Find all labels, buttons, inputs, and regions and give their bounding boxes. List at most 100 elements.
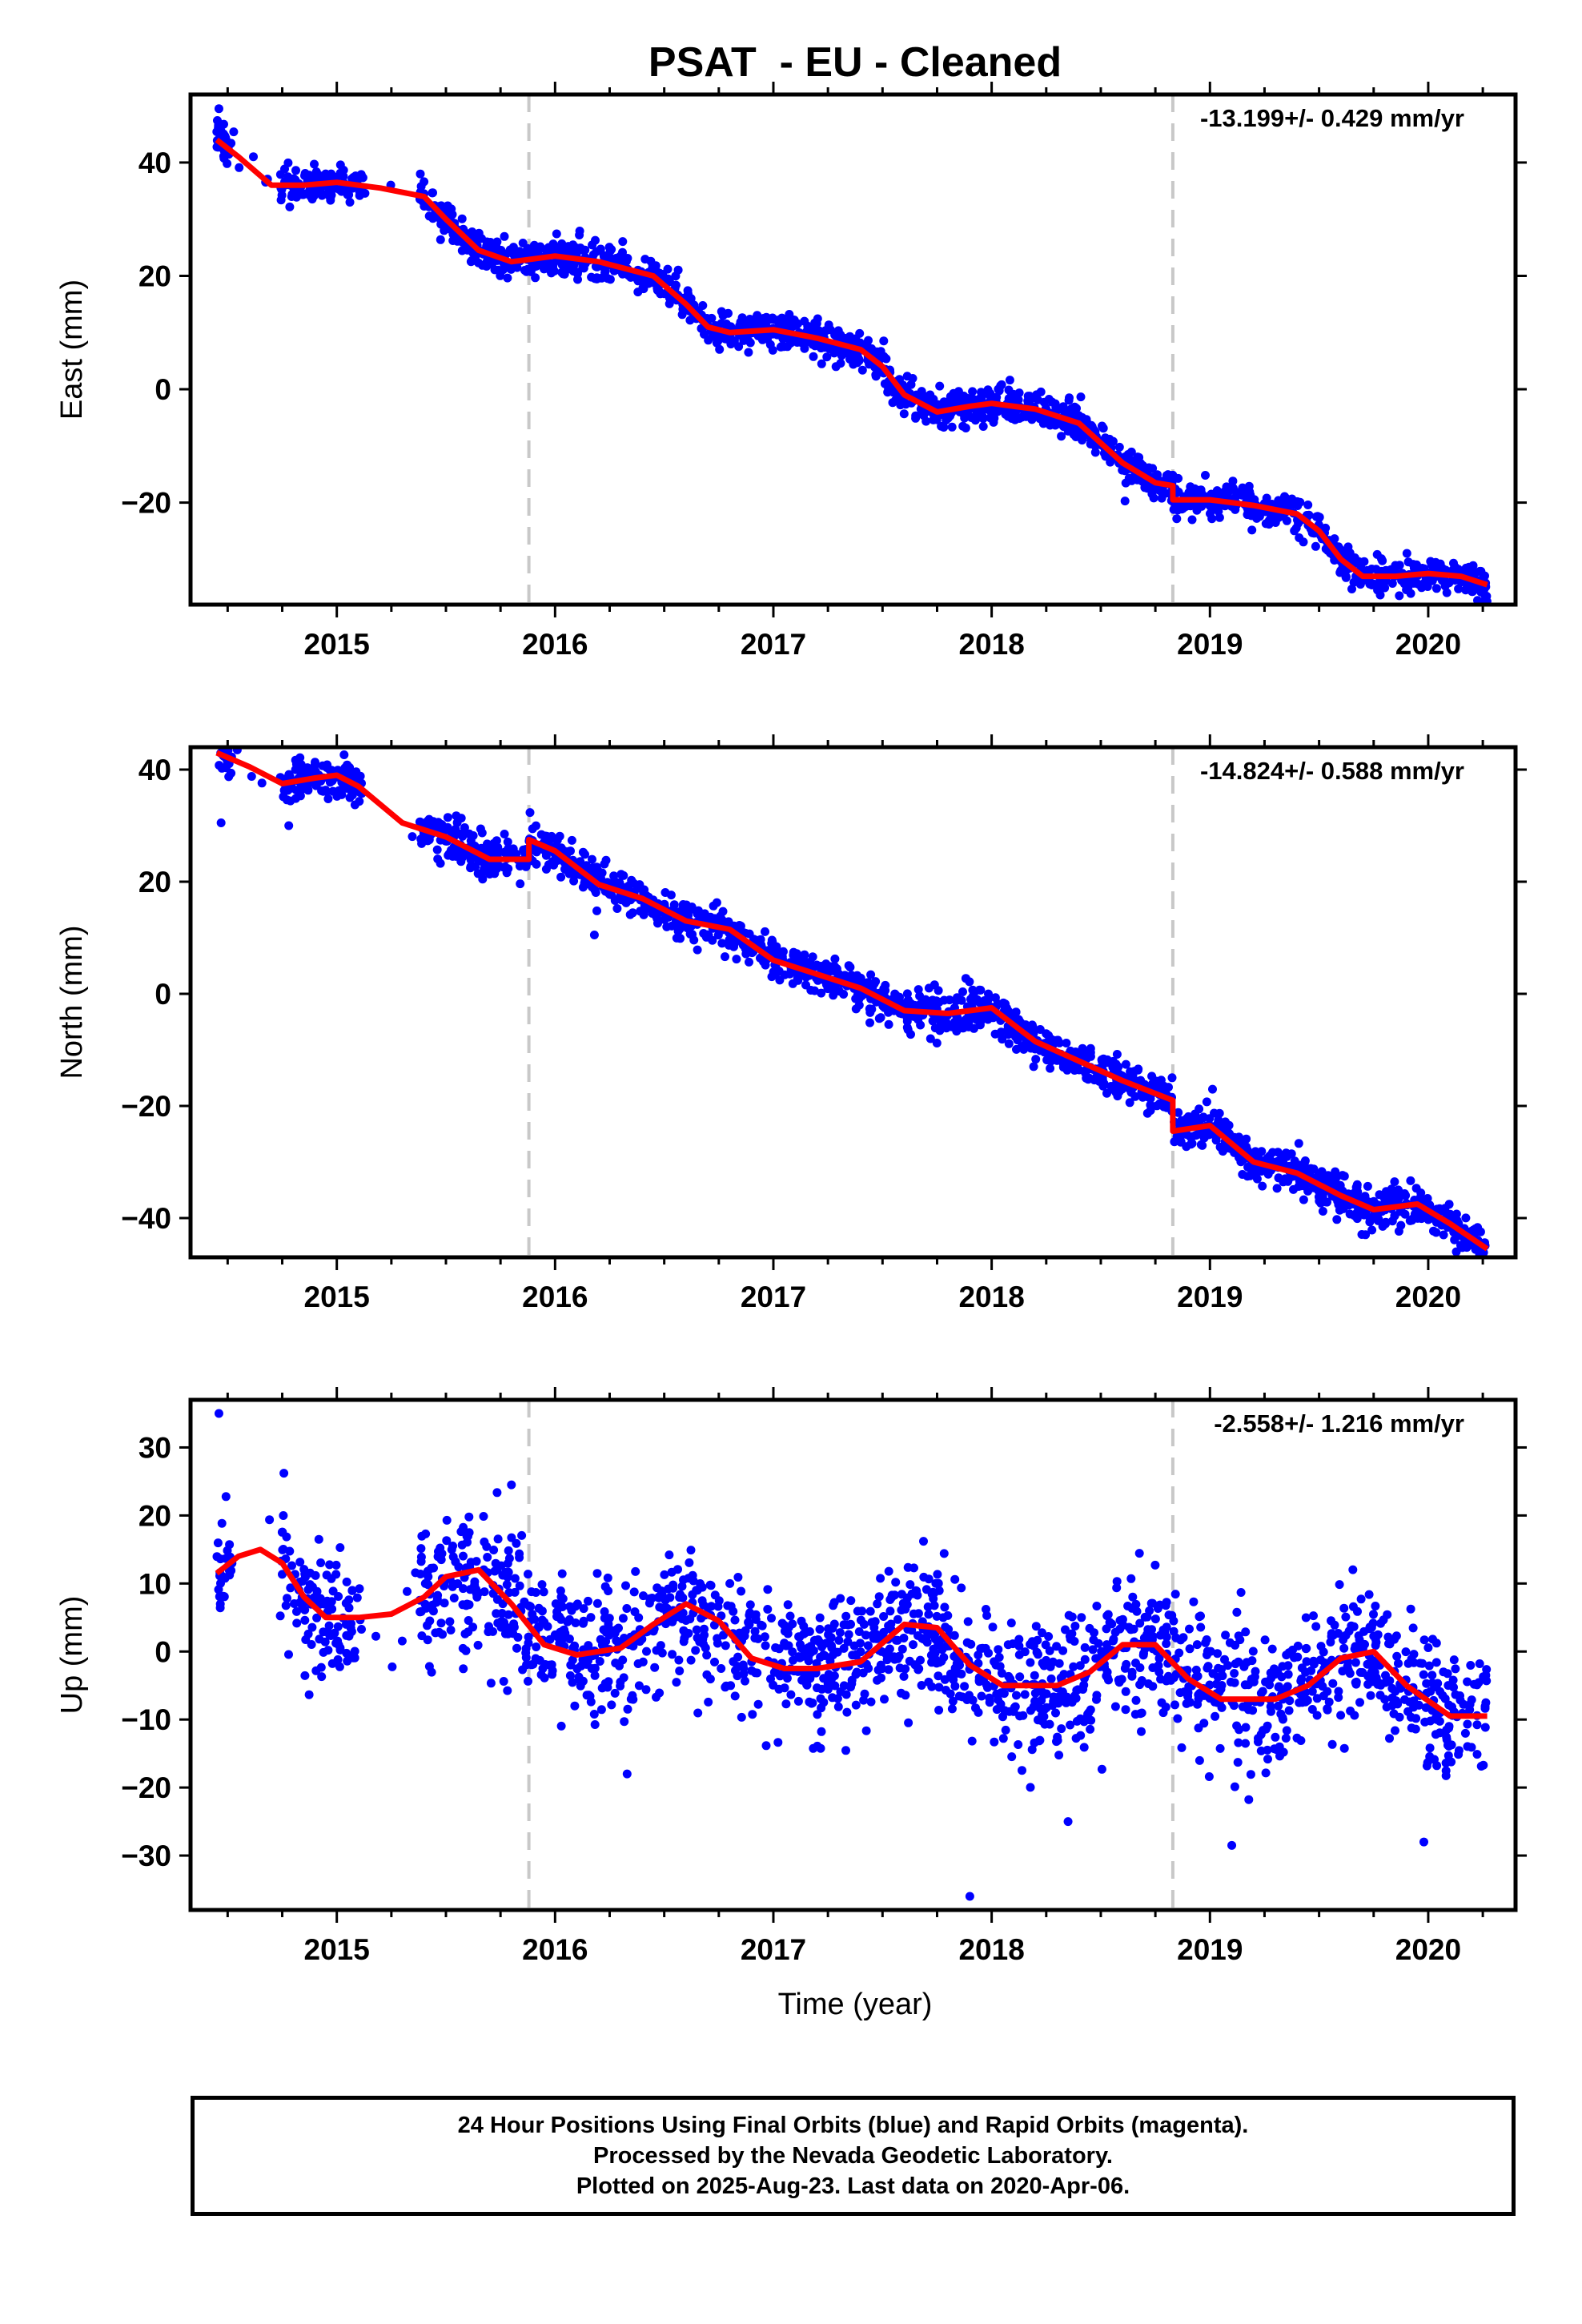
- y-tick-label: −40: [121, 1202, 171, 1235]
- data-point: [1424, 1661, 1434, 1671]
- data-point: [1281, 1734, 1291, 1743]
- data-point: [1086, 1047, 1095, 1057]
- data-point: [761, 1641, 770, 1651]
- data-point: [1058, 1646, 1068, 1655]
- data-point: [966, 995, 975, 1004]
- data-point: [735, 321, 745, 331]
- data-point: [757, 1620, 766, 1630]
- data-point: [249, 152, 258, 162]
- data-point: [1244, 1795, 1254, 1804]
- data-point: [1356, 1594, 1366, 1604]
- data-point: [1343, 547, 1352, 557]
- data-point: [599, 1625, 608, 1634]
- data-point: [221, 763, 231, 773]
- data-point: [830, 954, 840, 963]
- data-point: [299, 190, 308, 199]
- data-point: [983, 1015, 993, 1024]
- data-point: [689, 935, 699, 945]
- data-point: [768, 345, 777, 355]
- data-point: [605, 246, 615, 255]
- data-point: [926, 390, 935, 400]
- data-point: [1457, 1243, 1467, 1252]
- data-point: [229, 127, 239, 137]
- data-point: [1371, 1641, 1380, 1651]
- data-point: [1224, 1120, 1234, 1130]
- data-point: [1146, 1598, 1156, 1608]
- data-point: [570, 1701, 580, 1711]
- data-point: [448, 1582, 457, 1591]
- data-point: [873, 1599, 882, 1609]
- data-point: [1114, 1678, 1124, 1687]
- data-point: [1378, 1221, 1387, 1231]
- data-point: [1159, 1102, 1168, 1112]
- data-point: [515, 1553, 524, 1562]
- data-point: [693, 1708, 703, 1718]
- data-point: [1264, 520, 1274, 529]
- data-point: [592, 906, 601, 915]
- data-point: [1480, 1723, 1490, 1732]
- data-point: [913, 985, 923, 995]
- data-point: [1451, 1664, 1460, 1674]
- data-point: [1125, 1098, 1134, 1108]
- data-point: [1246, 1770, 1255, 1779]
- data-point: [537, 1615, 547, 1625]
- data-point: [1423, 1643, 1433, 1652]
- data-point: [1126, 1574, 1136, 1583]
- y-tick-label: 40: [139, 147, 171, 179]
- data-point: [619, 870, 628, 880]
- data-point: [848, 1651, 857, 1660]
- data-point: [335, 1645, 345, 1655]
- data-point: [1411, 1184, 1421, 1193]
- data-point: [452, 818, 462, 827]
- y-tick-label: 20: [139, 866, 171, 899]
- data-point: [339, 750, 349, 759]
- data-point: [335, 1662, 344, 1671]
- data-point: [1072, 1716, 1082, 1726]
- data-point: [1307, 1666, 1316, 1675]
- data-point: [800, 339, 809, 348]
- data-point: [854, 356, 864, 365]
- data-point: [620, 1717, 629, 1727]
- data-point: [700, 329, 709, 339]
- data-point: [315, 1634, 324, 1644]
- data-point: [1004, 410, 1014, 420]
- data-point: [1114, 442, 1124, 452]
- data-point: [1148, 1663, 1158, 1672]
- data-point: [424, 814, 434, 824]
- data-point: [1454, 1746, 1464, 1755]
- data-point: [1419, 1635, 1429, 1645]
- data-point: [528, 824, 537, 834]
- data-point: [675, 1667, 685, 1675]
- data-point: [990, 1737, 999, 1747]
- data-point: [1266, 1702, 1275, 1711]
- data-point: [1214, 491, 1223, 501]
- data-point: [525, 808, 535, 818]
- data-point: [285, 202, 295, 211]
- data-point: [614, 1623, 623, 1633]
- data-point: [1448, 565, 1458, 575]
- data-point: [768, 946, 777, 955]
- data-point: [548, 239, 558, 249]
- data-point: [285, 1546, 295, 1556]
- data-point: [503, 1558, 512, 1568]
- data-point: [316, 1558, 326, 1567]
- data-point: [278, 1545, 287, 1554]
- data-point: [1173, 1714, 1182, 1723]
- data-point: [821, 959, 831, 969]
- data-point: [1079, 1743, 1089, 1752]
- data-point: [1242, 1134, 1251, 1144]
- data-point: [424, 1580, 433, 1590]
- data-point: [1339, 1603, 1349, 1613]
- data-point: [306, 1582, 315, 1591]
- data-point: [1054, 1751, 1064, 1760]
- data-point: [960, 1682, 970, 1691]
- data-point: [466, 863, 476, 873]
- data-point: [693, 906, 703, 915]
- data-point: [311, 758, 319, 767]
- data-point: [424, 211, 434, 221]
- fit-curve: [215, 750, 1489, 1252]
- data-point: [214, 1585, 223, 1594]
- data-point: [339, 166, 348, 175]
- data-point: [1195, 1755, 1204, 1765]
